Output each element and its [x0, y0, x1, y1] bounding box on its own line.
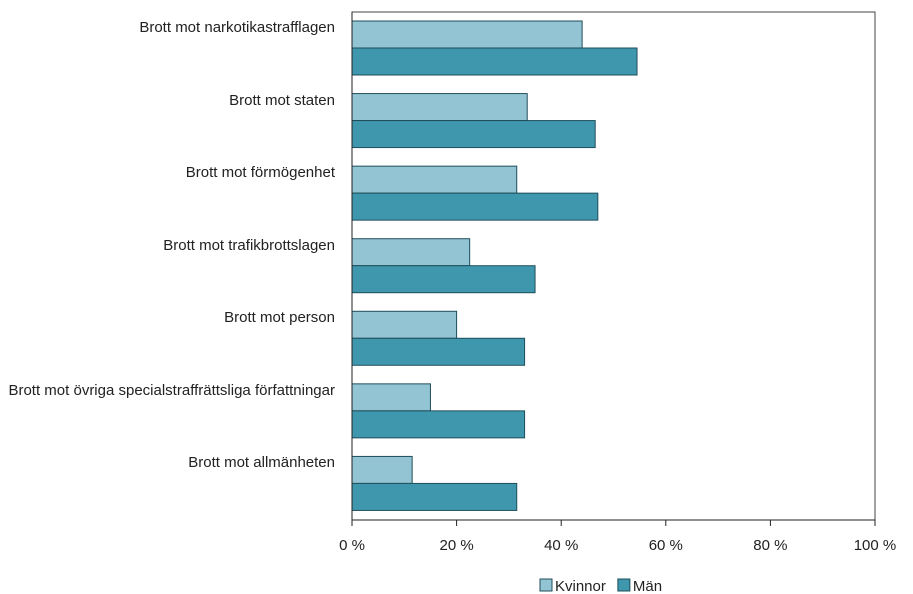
legend-label: Män	[633, 578, 662, 594]
bar	[351, 20, 583, 49]
legend-swatch	[617, 578, 631, 592]
bar	[351, 165, 518, 194]
category-label: Brott mot övriga specialstraffrättsliga …	[8, 381, 335, 399]
bar	[351, 192, 599, 221]
category-label: Brott mot person	[224, 309, 335, 327]
x-tick-label: 40 %	[544, 537, 578, 554]
x-tick-label: 60 %	[649, 537, 683, 554]
bar	[351, 410, 526, 439]
bar	[351, 455, 413, 484]
bar	[351, 47, 638, 76]
bar	[351, 482, 518, 511]
category-label: Brott mot allmänheten	[188, 454, 335, 472]
bar	[351, 337, 526, 366]
category-label: Brott mot narkotikastrafflagen	[139, 19, 335, 36]
legend-label: Kvinnor	[555, 578, 606, 594]
bar	[351, 238, 471, 267]
bar	[351, 383, 431, 412]
category-label: Brott mot förmögenhet	[185, 164, 335, 182]
bar	[351, 310, 458, 339]
bar	[351, 93, 528, 122]
bar	[351, 265, 536, 294]
bar	[351, 120, 596, 149]
legend-swatch	[539, 578, 553, 592]
x-tick-label: 20 %	[439, 537, 473, 554]
category-label: Brott mot trafikbrottslagen	[163, 236, 335, 254]
x-tick-label: 0 %	[339, 537, 365, 554]
category-label: Brott mot staten	[229, 91, 335, 109]
x-tick-label: 100 %	[854, 537, 897, 554]
x-tick-label: 80 %	[753, 537, 787, 554]
